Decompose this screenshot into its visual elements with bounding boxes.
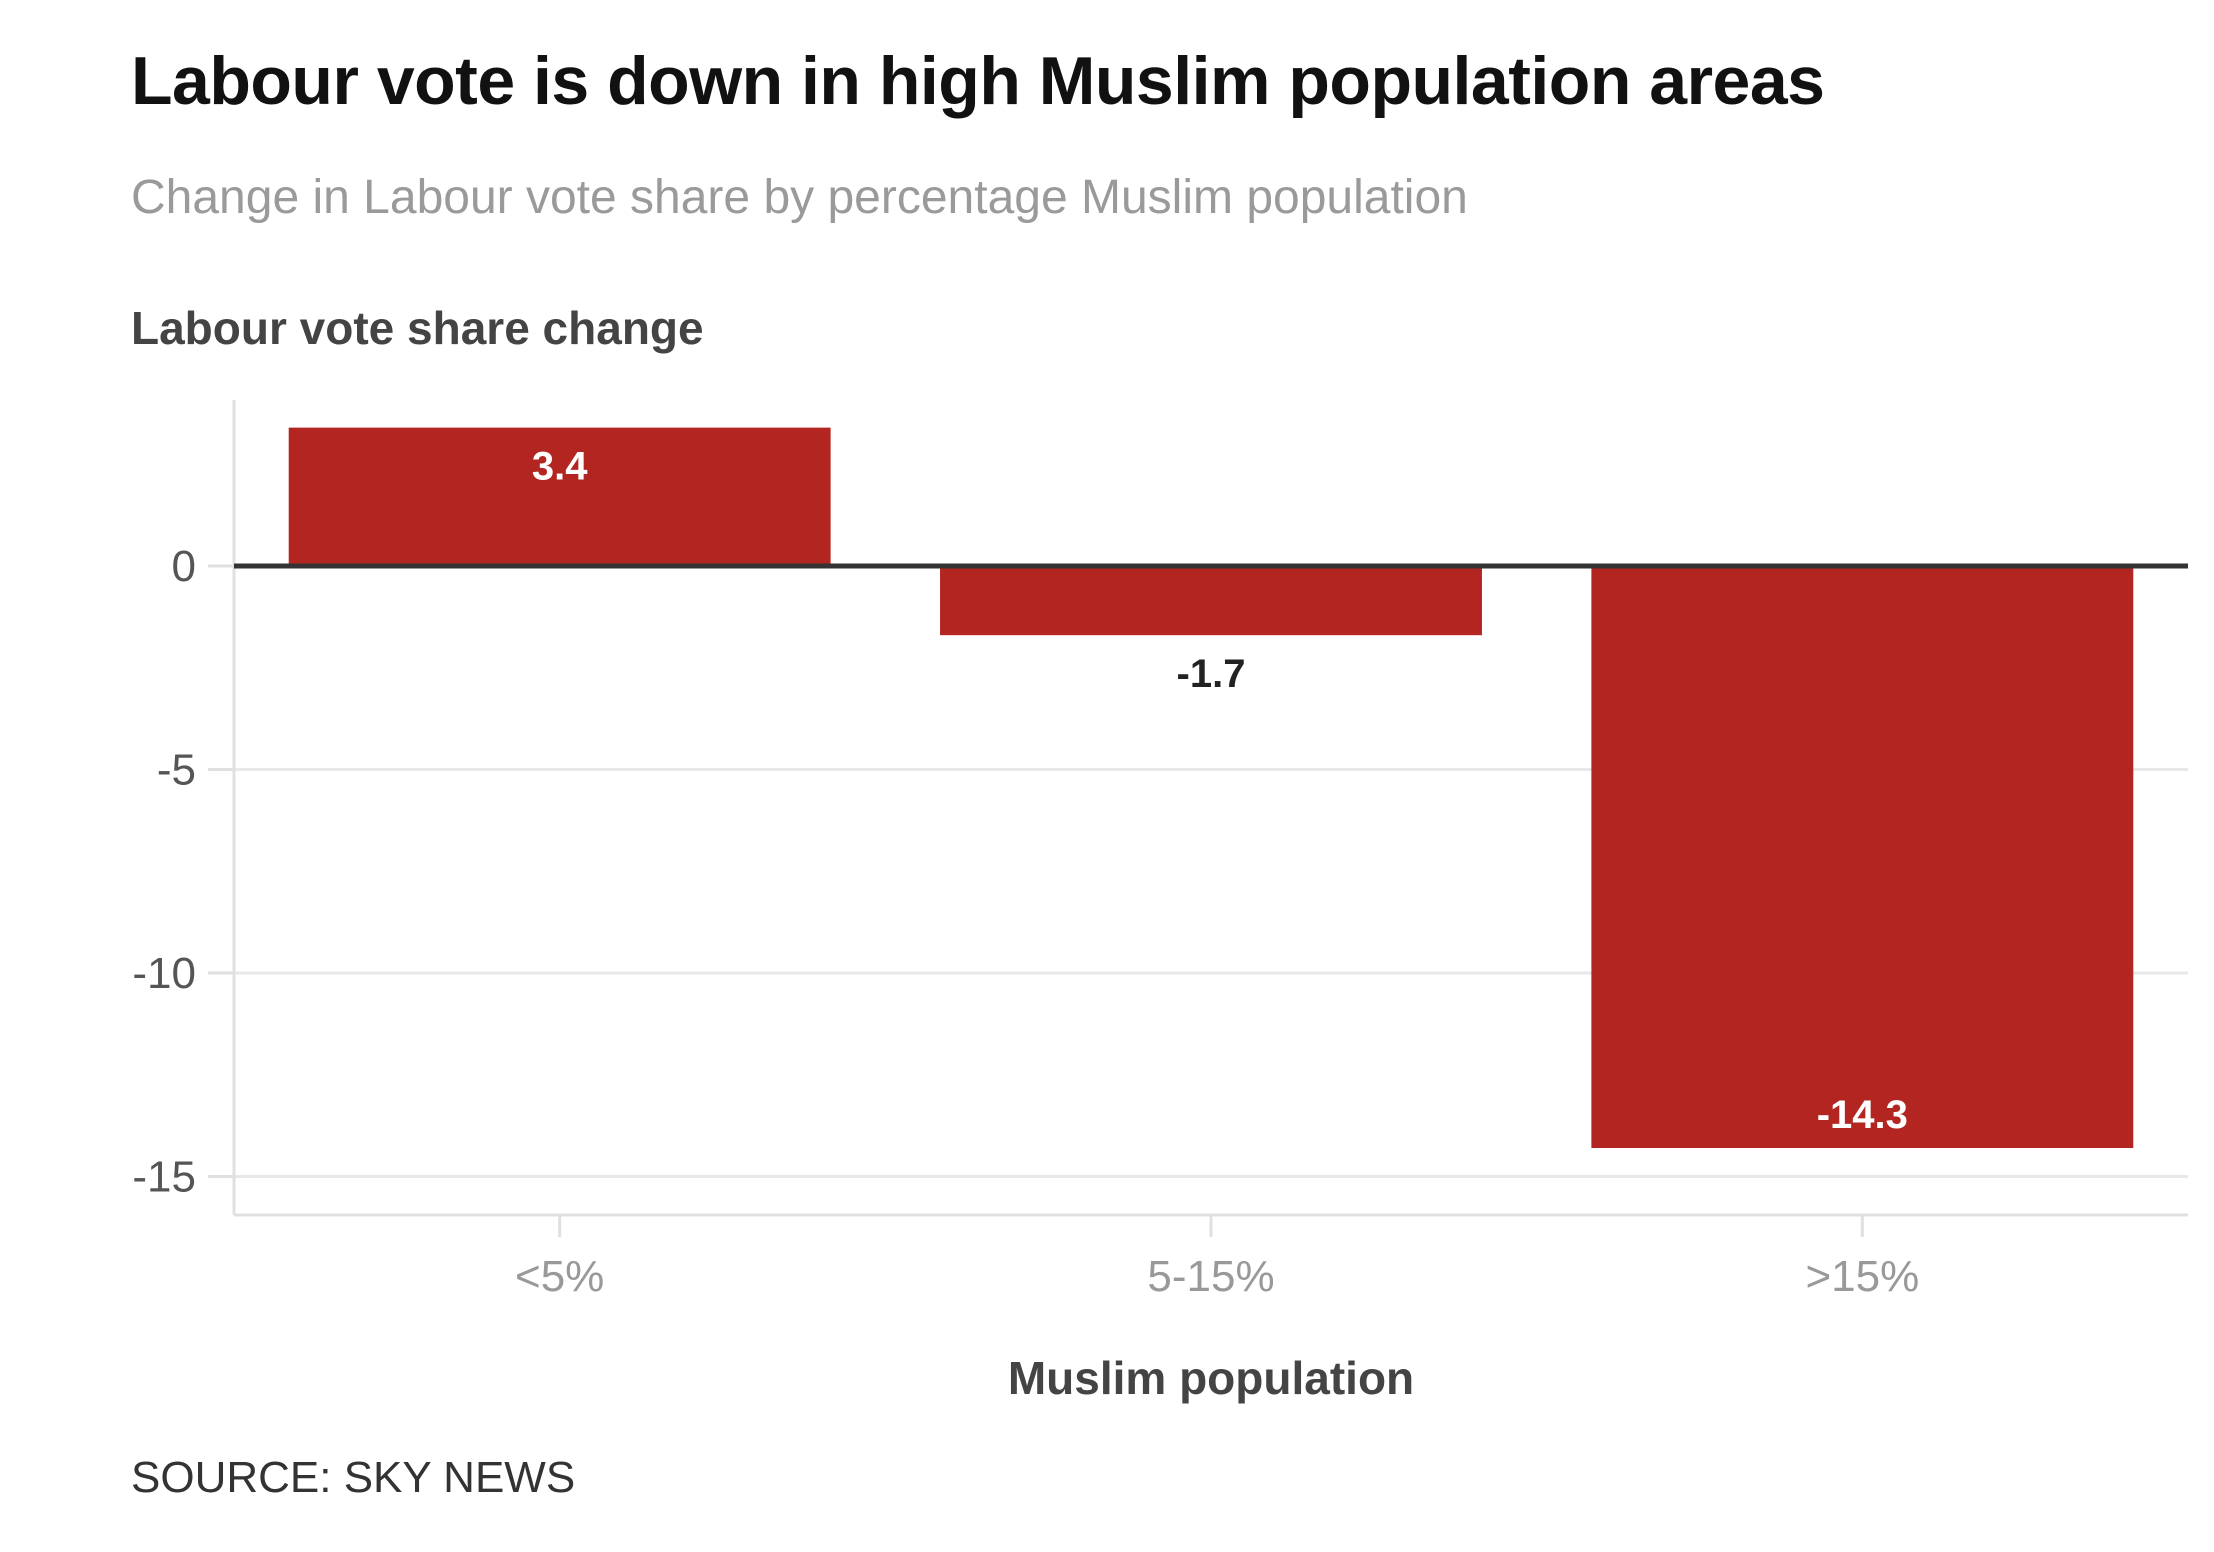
x-tick-label: <5% bbox=[515, 1252, 604, 1301]
x-axis-title: Muslim population bbox=[1008, 1352, 1414, 1404]
x-tick-label: >15% bbox=[1805, 1252, 1919, 1301]
y-axis-title: Labour vote share change bbox=[131, 302, 704, 354]
axes bbox=[208, 400, 2188, 1237]
chart-title: Labour vote is down in high Muslim popul… bbox=[131, 43, 1825, 119]
x-tick-label: 5-15% bbox=[1147, 1252, 1274, 1301]
labels: 0 -5 -10 -15 <5% 3.4 5-15% -1.7 >15% -14.3 bbox=[132, 445, 1919, 1301]
data-label: -14.3 bbox=[1817, 1093, 1908, 1137]
bar bbox=[1591, 566, 2134, 1149]
bars bbox=[288, 427, 2134, 1149]
y-tick-label: 0 bbox=[172, 542, 196, 591]
data-label: 3.4 bbox=[532, 445, 588, 489]
bar bbox=[288, 427, 831, 566]
chart-subtitle: Change in Labour vote share by percentag… bbox=[131, 171, 1468, 224]
data-label: -1.7 bbox=[1177, 652, 1246, 696]
y-tick-label: -5 bbox=[157, 746, 196, 795]
y-tick-label: -10 bbox=[132, 949, 196, 998]
source-note: SOURCE: SKY NEWS bbox=[131, 1453, 576, 1502]
bar bbox=[940, 566, 1482, 636]
y-tick-label: -15 bbox=[132, 1153, 196, 1202]
